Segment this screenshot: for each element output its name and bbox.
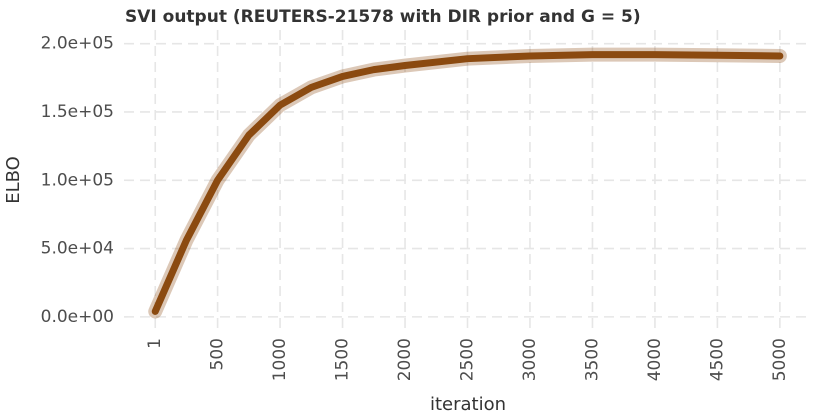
x-tick-label: 500 — [208, 338, 228, 370]
x-tick-label: 1500 — [333, 338, 353, 381]
y-tick-label: 5.0e+04 — [41, 239, 114, 259]
x-tick-label: 2000 — [395, 338, 415, 381]
y-tick-label: 0.0e+00 — [41, 307, 114, 327]
x-tick-label: 4500 — [707, 338, 727, 381]
y-tick-label: 2.0e+05 — [41, 34, 114, 54]
line — [151, 51, 784, 315]
x-tick-label: 5000 — [770, 338, 790, 381]
x-axis-label: iteration — [430, 394, 506, 415]
chart-title: SVI output (REUTERS-21578 with DIR prior… — [125, 7, 641, 27]
x-tick-label: 3000 — [520, 338, 540, 381]
x-tick-label: 1 — [145, 338, 165, 349]
y-tick-label: 1.0e+05 — [41, 170, 114, 190]
x-tick-label: 4000 — [645, 338, 665, 381]
y-axis-label: ELBO — [3, 156, 24, 204]
x-tick-label: 3500 — [582, 338, 602, 381]
y-tick-label: 1.5e+05 — [41, 102, 114, 122]
x-tick-label: 2500 — [458, 338, 478, 381]
x-tick-label: 1000 — [270, 338, 290, 381]
